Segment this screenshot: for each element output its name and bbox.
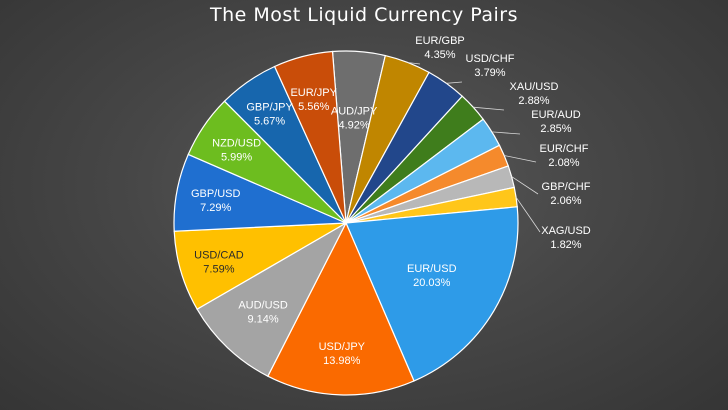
slice-category-eur-jpy: EUR/JPY bbox=[290, 87, 337, 99]
slice-category-usd-jpy: USD/JPY bbox=[319, 341, 366, 353]
slice-labels: AUD/JPY 4.92% EUR/GBP 4.35% USD/CHF 3.79% XAU/… bbox=[191, 35, 591, 367]
slice-category-aud-jpy: AUD/JPY bbox=[331, 106, 378, 118]
slice-label-gbp-usd: GBP/USD 7.29% bbox=[191, 188, 241, 214]
slice-label-eur-aud: EUR/AUD 2.85% bbox=[531, 109, 581, 135]
slice-category-gbp-chf: GBP/CHF bbox=[542, 181, 591, 193]
slice-label-xau-usd: XAU/USD 2.88% bbox=[510, 81, 559, 107]
slice-aud-usd bbox=[196, 221, 348, 378]
slice-value-eur-gbp: 4.35% bbox=[424, 49, 455, 61]
slice-value-usd-jpy: 13.98% bbox=[323, 355, 361, 367]
leader-line-eur-chf bbox=[504, 155, 537, 163]
leader-line-eur-aud bbox=[491, 131, 521, 135]
slice-label-eur-jpy: EUR/JPY 5.56% bbox=[290, 87, 337, 113]
leader-line-eur-gbp bbox=[407, 62, 421, 65]
slice-value-gbp-jpy: 5.67% bbox=[254, 116, 285, 128]
slice-label-eur-gbp: EUR/GBP 4.35% bbox=[415, 35, 465, 61]
slice-value-usd-cad: 7.59% bbox=[203, 263, 234, 275]
slice-category-xag-usd: XAG/USD bbox=[541, 225, 591, 237]
leader-line-xag-usd bbox=[515, 196, 541, 233]
leader-line-xau-usd bbox=[473, 106, 505, 111]
slice-label-gbp-chf: GBP/CHF 2.06% bbox=[542, 181, 591, 207]
slice-category-gbp-jpy: GBP/JPY bbox=[246, 102, 293, 114]
slice-category-usd-cad: USD/CAD bbox=[194, 249, 244, 261]
slice-value-usd-chf: 3.79% bbox=[474, 67, 505, 79]
slice-label-eur-chf: EUR/CHF 2.08% bbox=[540, 143, 589, 169]
slice-value-eur-jpy: 5.56% bbox=[298, 101, 329, 113]
leader-lines bbox=[407, 62, 541, 233]
slice-value-nzd-usd: 5.99% bbox=[221, 151, 252, 163]
leader-line-gbp-chf bbox=[511, 176, 539, 195]
slice-category-aud-usd: AUD/USD bbox=[238, 299, 288, 311]
slice-value-eur-aud: 2.85% bbox=[540, 123, 571, 135]
slice-label-xag-usd: XAG/USD 1.82% bbox=[541, 225, 591, 251]
slice-value-gbp-usd: 7.29% bbox=[200, 202, 231, 214]
slice-value-aud-jpy: 4.92% bbox=[338, 120, 369, 132]
slice-eur-usd bbox=[345, 206, 519, 382]
slice-usd-jpy bbox=[267, 221, 415, 396]
leader-line-usd-chf bbox=[446, 81, 463, 84]
slice-label-usd-jpy: USD/JPY 13.98% bbox=[319, 341, 366, 367]
slice-eur-jpy bbox=[273, 50, 347, 224]
slice-category-eur-usd: EUR/USD bbox=[407, 263, 457, 275]
slice-label-nzd-usd: NZD/USD 5.99% bbox=[212, 137, 261, 163]
slice-category-xau-usd: XAU/USD bbox=[510, 81, 559, 93]
slice-category-usd-chf: USD/CHF bbox=[466, 53, 515, 65]
slice-category-eur-chf: EUR/CHF bbox=[540, 143, 589, 155]
slice-label-aud-usd: AUD/USD 9.14% bbox=[238, 299, 288, 325]
slice-value-xau-usd: 2.88% bbox=[518, 95, 549, 107]
slice-value-gbp-chf: 2.06% bbox=[550, 195, 581, 207]
slice-label-eur-usd: EUR/USD 20.03% bbox=[407, 263, 457, 289]
slice-category-nzd-usd: NZD/USD bbox=[212, 137, 261, 149]
slice-label-usd-cad: USD/CAD 7.59% bbox=[194, 249, 244, 275]
slice-category-eur-aud: EUR/AUD bbox=[531, 109, 581, 121]
slice-category-gbp-usd: GBP/USD bbox=[191, 188, 241, 200]
slice-value-eur-chf: 2.08% bbox=[548, 157, 579, 169]
slice-label-gbp-jpy: GBP/JPY 5.67% bbox=[246, 102, 293, 128]
slice-label-aud-jpy: AUD/JPY 4.92% bbox=[331, 106, 378, 132]
slice-value-eur-usd: 20.03% bbox=[413, 277, 451, 289]
slice-label-usd-chf: USD/CHF 3.79% bbox=[466, 53, 515, 79]
slice-category-eur-gbp: EUR/GBP bbox=[415, 35, 465, 47]
slice-value-aud-usd: 9.14% bbox=[247, 313, 278, 325]
chart-title: The Most Liquid Currency Pairs bbox=[209, 4, 518, 26]
slice-value-xag-usd: 1.82% bbox=[550, 239, 581, 251]
pie-slices bbox=[173, 50, 519, 396]
